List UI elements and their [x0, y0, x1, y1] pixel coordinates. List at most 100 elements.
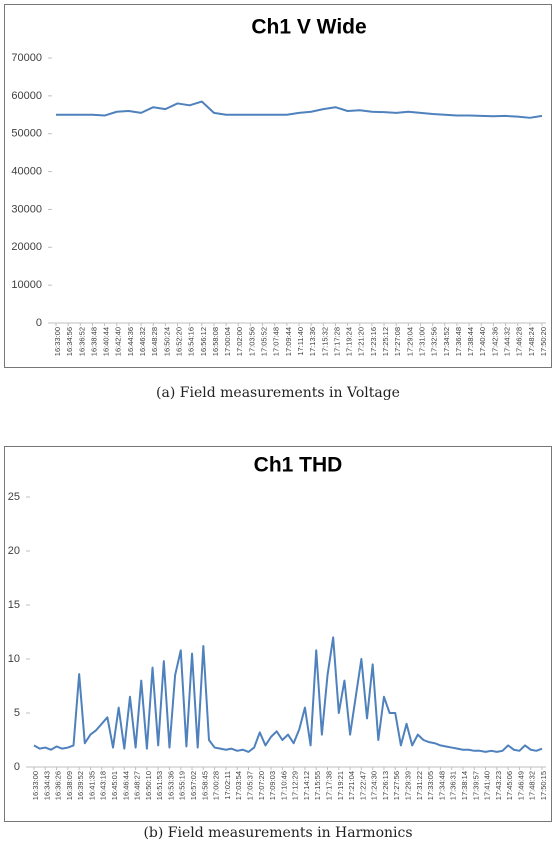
- x-tick-label: 16:51:53: [155, 771, 164, 800]
- x-tick-label: 17:39:57: [471, 771, 480, 800]
- x-tick-label: 17:29:39: [404, 771, 413, 800]
- x-tick-label: 17:40:40: [478, 327, 487, 356]
- x-tick-label: 16:34:43: [42, 771, 51, 800]
- x-tick-label: 17:09:44: [284, 327, 293, 356]
- x-tick-label: 16:50:10: [144, 771, 153, 800]
- chart-title: Ch1 THD: [254, 454, 343, 477]
- x-tick-label: 17:31:00: [417, 327, 426, 356]
- x-tick-label: 16:48:27: [133, 771, 142, 800]
- x-tick-label: 17:13:36: [308, 327, 317, 356]
- x-tick-label: 16:33:00: [53, 327, 62, 356]
- x-tick-label: 17:11:40: [296, 327, 305, 356]
- x-tick-label: 16:52:20: [174, 327, 183, 356]
- x-tick-label: 17:03:56: [247, 327, 256, 356]
- x-tick-label: 17:46:49: [516, 771, 525, 800]
- chart-frame: [4, 446, 552, 822]
- x-tick-label: 16:53:36: [166, 771, 175, 800]
- x-tick-label: 17:38:44: [466, 327, 475, 356]
- x-tick-label: 17:05:52: [260, 327, 269, 356]
- y-tick-label: 20000: [11, 241, 42, 253]
- x-tick-label: 17:45:06: [505, 771, 514, 800]
- x-tick-label: 17:19:24: [345, 327, 354, 356]
- x-tick-label: 16:48:28: [150, 327, 159, 356]
- x-tick-label: 16:38:48: [89, 327, 98, 356]
- x-tick-label: 17:43:23: [494, 771, 503, 800]
- y-tick-label: 10: [8, 653, 20, 665]
- chart-frame: [4, 4, 552, 368]
- x-tick-label: 17:15:32: [320, 327, 329, 356]
- x-tick-label: 16:33:00: [31, 771, 40, 800]
- x-tick-label: 17:00:04: [223, 327, 232, 356]
- x-tick-label: 17:21:20: [357, 327, 366, 356]
- x-tick-label: 17:33:05: [426, 771, 435, 800]
- x-tick-label: 16:36:52: [77, 327, 86, 356]
- x-tick-label: 17:17:28: [332, 327, 341, 356]
- caption: (b) Field measurements in Harmonics: [143, 825, 412, 841]
- x-tick-label: 17:46:28: [515, 327, 524, 356]
- x-tick-label: 16:40:44: [102, 327, 111, 356]
- x-tick-label: 16:39:52: [76, 771, 85, 800]
- x-tick-label: 17:07:20: [257, 771, 266, 800]
- x-tick-label: 17:24:30: [370, 771, 379, 800]
- x-tick-label: 17:05:37: [245, 771, 254, 800]
- x-tick-label: 17:27:56: [392, 771, 401, 800]
- y-tick-label: 70000: [11, 52, 42, 64]
- y-tick-label: 50000: [11, 128, 42, 140]
- y-tick-label: 5: [14, 707, 20, 719]
- y-tick-label: 60000: [11, 90, 42, 102]
- x-tick-label: 16:34:56: [65, 327, 74, 356]
- x-tick-label: 17:48:32: [528, 771, 537, 800]
- y-tick-label: 15: [8, 599, 20, 611]
- x-tick-label: 16:58:45: [200, 771, 209, 800]
- x-tick-label: 16:55:19: [178, 771, 187, 800]
- x-tick-label: 17:26:13: [381, 771, 390, 800]
- y-tick-label: 0: [14, 761, 20, 773]
- x-tick-label: 17:36:31: [449, 771, 458, 800]
- x-tick-label: 17:34:52: [442, 327, 451, 356]
- x-tick-label: 17:38:14: [460, 771, 469, 800]
- x-tick-label: 16:46:44: [121, 771, 130, 800]
- x-tick-label: 17:42:36: [490, 327, 499, 356]
- x-tick-label: 17:15:55: [313, 771, 322, 800]
- x-tick-label: 17:09:03: [268, 771, 277, 800]
- x-tick-label: 17:10:46: [279, 771, 288, 800]
- x-tick-label: 17:32:56: [430, 327, 439, 356]
- x-tick-label: 17:02:00: [235, 327, 244, 356]
- x-tick-label: 17:34:48: [437, 771, 446, 800]
- x-tick-label: 16:50:24: [162, 327, 171, 356]
- y-tick-label: 40000: [11, 165, 42, 177]
- y-tick-label: 0: [36, 317, 42, 329]
- x-tick-label: 16:44:36: [126, 327, 135, 356]
- x-tick-label: 16:57:02: [189, 771, 198, 800]
- x-tick-label: 17:50:15: [539, 771, 548, 800]
- y-tick-label: 25: [8, 491, 20, 503]
- x-tick-label: 17:07:48: [272, 327, 281, 356]
- x-tick-label: 16:56:12: [199, 327, 208, 356]
- x-tick-label: 17:31:22: [415, 771, 424, 800]
- data-line: [56, 100, 543, 119]
- x-tick-label: 17:27:08: [393, 327, 402, 356]
- x-tick-label: 17:25:12: [381, 327, 390, 356]
- x-tick-label: 17:00:28: [212, 771, 221, 800]
- x-tick-label: 17:48:24: [527, 327, 536, 356]
- y-tick-label: 30000: [11, 203, 42, 215]
- x-tick-label: 16:38:09: [65, 771, 74, 800]
- x-tick-label: 17:17:38: [324, 771, 333, 800]
- x-tick-label: 16:42:40: [114, 327, 123, 356]
- data-line: [33, 636, 543, 753]
- x-tick-label: 17:14:12: [302, 771, 311, 800]
- x-tick-label: 17:44:32: [503, 327, 512, 356]
- x-tick-label: 16:54:16: [187, 327, 196, 356]
- chart-title: Ch1 V Wide: [251, 16, 366, 39]
- x-tick-label: 17:22:47: [358, 771, 367, 800]
- x-tick-label: 17:36:48: [454, 327, 463, 356]
- x-tick-label: 17:19:21: [336, 771, 345, 800]
- y-tick-label: 10000: [11, 279, 42, 291]
- x-tick-label: 17:21:04: [347, 771, 356, 800]
- x-tick-label: 16:46:32: [138, 327, 147, 356]
- x-tick-label: 16:58:08: [211, 327, 220, 356]
- x-tick-label: 16:43:18: [99, 771, 108, 800]
- caption: (a) Field measurements in Voltage: [156, 385, 400, 401]
- x-tick-label: 17:23:16: [369, 327, 378, 356]
